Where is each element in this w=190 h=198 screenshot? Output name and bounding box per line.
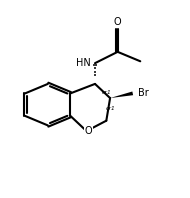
Polygon shape — [110, 91, 133, 98]
Text: Br: Br — [138, 88, 149, 98]
Text: or1: or1 — [102, 89, 111, 95]
Text: or1: or1 — [106, 106, 116, 111]
Text: O: O — [114, 17, 121, 27]
Text: HN: HN — [77, 58, 91, 68]
Text: O: O — [85, 126, 92, 136]
